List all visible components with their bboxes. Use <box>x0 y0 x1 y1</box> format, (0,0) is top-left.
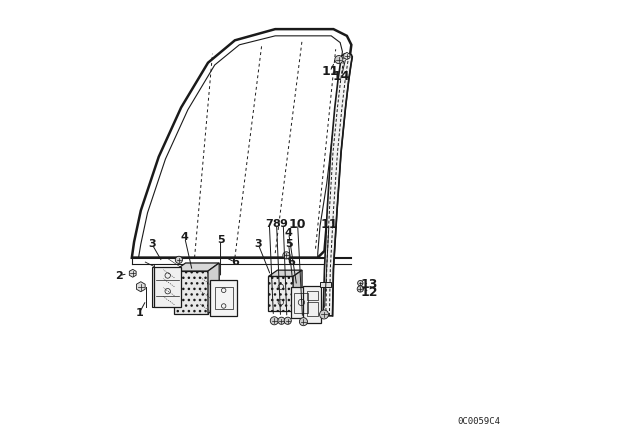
Bar <box>152 267 154 307</box>
Bar <box>174 271 208 314</box>
Polygon shape <box>344 52 350 60</box>
Bar <box>154 267 181 307</box>
Bar <box>269 276 293 311</box>
Circle shape <box>175 256 182 263</box>
Bar <box>307 302 318 316</box>
Bar <box>294 293 308 313</box>
Circle shape <box>283 252 290 259</box>
Text: 9: 9 <box>279 219 287 229</box>
Circle shape <box>358 280 363 286</box>
Circle shape <box>319 310 328 319</box>
Text: 4: 4 <box>285 228 292 238</box>
Text: 13: 13 <box>360 278 378 291</box>
Text: 10: 10 <box>289 217 307 231</box>
Text: 2: 2 <box>115 271 123 280</box>
Text: 11: 11 <box>320 217 338 231</box>
Text: 1: 1 <box>136 308 143 318</box>
Text: 6: 6 <box>231 257 239 267</box>
Text: 12: 12 <box>360 285 378 299</box>
Circle shape <box>300 318 307 326</box>
Polygon shape <box>129 269 136 277</box>
Text: 5: 5 <box>217 235 225 245</box>
Circle shape <box>335 56 343 64</box>
Bar <box>303 286 321 323</box>
Text: 5: 5 <box>285 239 292 249</box>
Bar <box>291 287 312 318</box>
Bar <box>307 291 318 300</box>
Text: 0C0059C4: 0C0059C4 <box>458 417 500 426</box>
Text: 4: 4 <box>180 233 189 242</box>
Text: 7: 7 <box>266 219 273 229</box>
Circle shape <box>270 317 278 325</box>
Text: 3: 3 <box>148 239 156 249</box>
Bar <box>214 287 232 309</box>
Polygon shape <box>323 54 352 316</box>
Circle shape <box>278 317 285 324</box>
Bar <box>210 280 237 316</box>
Text: 14: 14 <box>333 69 350 83</box>
Circle shape <box>357 286 364 292</box>
Text: 8: 8 <box>273 219 280 229</box>
Polygon shape <box>136 282 145 292</box>
Bar <box>320 282 332 287</box>
Polygon shape <box>269 270 302 276</box>
Text: 11: 11 <box>321 65 339 78</box>
Polygon shape <box>208 263 219 314</box>
Circle shape <box>284 317 291 324</box>
Polygon shape <box>293 270 302 311</box>
Text: 3: 3 <box>254 239 262 249</box>
Text: 6: 6 <box>287 257 295 267</box>
Polygon shape <box>174 263 219 271</box>
